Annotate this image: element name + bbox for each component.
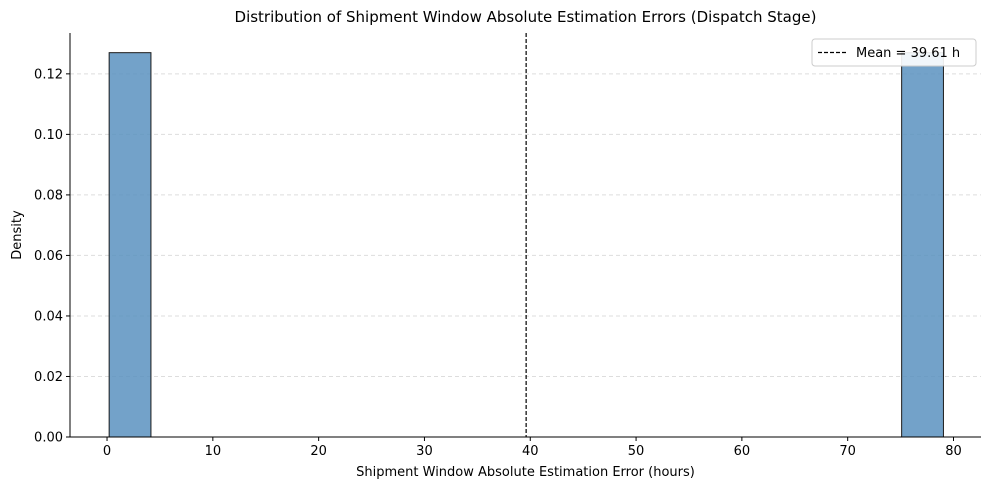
y-tick-label: 0.06 [34, 249, 63, 264]
x-tick-label: 40 [522, 444, 539, 459]
x-tick-label: 50 [628, 444, 645, 459]
chart-title: Distribution of Shipment Window Absolute… [235, 8, 817, 26]
grid-layer [70, 73, 981, 377]
histogram-bar [108, 52, 152, 438]
y-tick-label: 0.08 [34, 188, 63, 203]
legend: Mean = 39.61 h [811, 38, 977, 67]
ticks-layer: 0 10 20 30 40 50 60 70 80 0.00 0.02 0.04 0.06 0.08 0.1… [34, 67, 962, 459]
x-tick-label: 20 [310, 444, 327, 459]
x-tick-label: 10 [205, 444, 222, 459]
y-axis-title: Density [10, 210, 25, 260]
legend-mean-label: Mean = 39.61 h [856, 46, 960, 61]
x-axis-title: Shipment Window Absolute Estimation Erro… [356, 465, 695, 480]
y-tick-label: 0.12 [34, 67, 63, 82]
x-tick-label: 30 [416, 444, 433, 459]
x-tick-label: 70 [839, 444, 856, 459]
y-tick-label: 0.02 [34, 370, 63, 385]
x-tick-label: 60 [734, 444, 751, 459]
x-tick-label: 0 [103, 444, 111, 459]
histogram-bar [901, 52, 944, 438]
legend-box [811, 38, 977, 67]
y-tick-label: 0.04 [34, 309, 63, 324]
x-tick-label: 80 [945, 444, 962, 459]
axes-layer [69, 33, 981, 438]
y-tick-label: 0.10 [34, 128, 63, 143]
y-tick-label: 0.00 [34, 431, 63, 446]
